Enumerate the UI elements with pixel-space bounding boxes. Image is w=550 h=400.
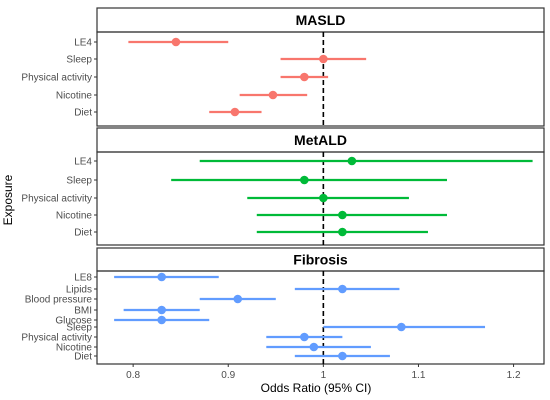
y-tick-label: Glucose [55, 316, 92, 327]
y-tick-label: Physical activity [21, 333, 92, 344]
y-tick-label: Nicotine [56, 343, 93, 354]
y-tick-label: Nicotine [56, 91, 93, 102]
y-tick-label: Sleep [66, 176, 92, 187]
panel-border [96, 270, 545, 365]
point-estimate [300, 332, 309, 342]
x-axis-title: Odds Ratio (95% CI) [261, 381, 372, 395]
point-estimate [300, 72, 309, 82]
y-tick-label: Physical activity [21, 194, 92, 205]
y-axis-title: Exposure [1, 174, 15, 225]
y-tick-label: Blood pressure [25, 295, 93, 306]
x-tick-label: 0.8 [126, 370, 140, 381]
panel-strip [96, 7, 545, 33]
point-estimate [233, 294, 243, 304]
point-estimate [397, 322, 406, 332]
y-tick-label: Sleep [66, 55, 92, 66]
point-estimate [157, 272, 166, 282]
point-estimate [338, 284, 347, 294]
panel-title: MetALD [294, 132, 347, 148]
panel-strip [96, 127, 545, 153]
y-tick-label: Diet [74, 228, 92, 239]
panel-border [96, 31, 545, 127]
point-estimate [319, 54, 328, 64]
y-tick-label: LE8 [74, 273, 92, 284]
x-tick-label: 1.1 [412, 370, 426, 381]
y-tick-label: LE4 [74, 157, 92, 168]
x-tick-label: 0.9 [221, 370, 235, 381]
point-estimate [157, 315, 166, 325]
panel-title: Fibrosis [293, 252, 348, 268]
panel-title: MASLD [296, 12, 346, 28]
y-tick-label: Physical activity [21, 73, 92, 84]
point-estimate [171, 37, 181, 47]
y-tick-label: Nicotine [56, 211, 93, 222]
y-tick-label: Diet [74, 352, 92, 363]
point-estimate [319, 193, 328, 203]
y-tick-label: BMI [74, 306, 92, 317]
y-tick-label: LE4 [74, 38, 92, 49]
y-tick-label: Diet [74, 108, 92, 119]
point-estimate [157, 305, 166, 315]
y-tick-label: Sleep [66, 323, 92, 334]
y-tick-label: Lipids [66, 285, 92, 296]
point-estimate [230, 107, 240, 117]
point-estimate [338, 351, 347, 361]
point-estimate [347, 156, 357, 166]
point-estimate [300, 175, 309, 185]
point-estimate [338, 210, 347, 220]
point-estimate [309, 342, 319, 352]
x-tick-label: 1 [321, 370, 327, 381]
point-estimate [338, 227, 347, 237]
point-estimate [268, 90, 278, 100]
x-tick-label: 1.2 [507, 370, 521, 381]
